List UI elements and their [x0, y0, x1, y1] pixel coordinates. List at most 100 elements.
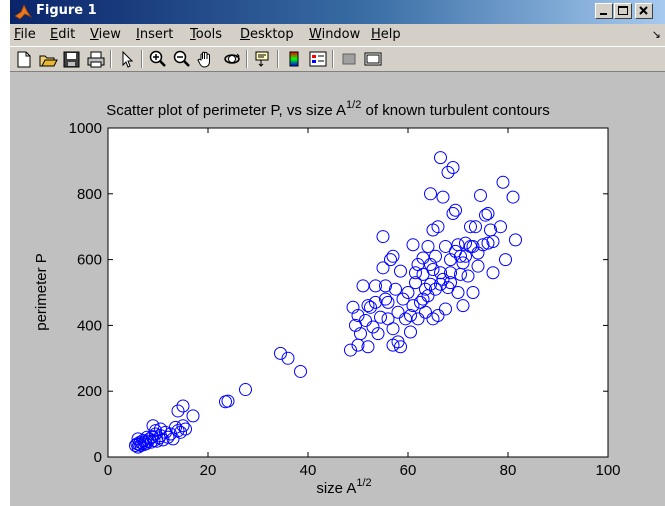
scatter-point: [479, 208, 492, 222]
scatter-point: [361, 340, 375, 354]
open-file-icon[interactable]: [37, 49, 59, 69]
scatter-point: [386, 322, 400, 336]
scatter-point: [471, 246, 485, 260]
scatter-point: [374, 310, 387, 324]
scatter-point: [239, 383, 252, 397]
arrow-icon[interactable]: ↘: [651, 29, 661, 41]
scatter-point: [481, 236, 495, 250]
axes-frame: [107, 127, 609, 458]
figure-canvas: Scatter plot of perimeter P, vs size A1/…: [10, 72, 665, 506]
scatter-point: [461, 269, 475, 283]
scatter-point: [149, 424, 162, 438]
menu-help[interactable]: Help: [371, 27, 401, 42]
menu-edit[interactable]: Edit: [50, 27, 76, 42]
new-figure-icon[interactable]: [13, 49, 35, 69]
scatter-point: [454, 249, 467, 263]
y-tick-label: 600: [77, 252, 102, 269]
toolbar-separator: [332, 50, 334, 68]
scatter-point: [401, 286, 415, 299]
menu-tools[interactable]: Tools: [190, 27, 223, 42]
scatter-point: [344, 343, 357, 357]
scatter-point: [381, 295, 395, 309]
scatter-point: [466, 239, 480, 253]
scatter-point: [406, 238, 420, 252]
scatter-point: [371, 327, 385, 341]
scatter-point: [429, 249, 442, 263]
menu-window[interactable]: Window: [309, 27, 361, 42]
scatter-point: [419, 282, 432, 296]
menu-file[interactable]: File: [14, 27, 36, 42]
minimize-button[interactable]: [595, 3, 613, 19]
maximize-button[interactable]: [614, 3, 632, 19]
menu-bar: File Edit View Insert Tools Desktop Wind…: [10, 24, 665, 46]
show-plot-tools-icon[interactable]: [362, 49, 384, 69]
scatter-plot[interactable]: Scatter plot of perimeter P, vs size A1/…: [10, 72, 665, 506]
rotate-3d-icon[interactable]: [221, 49, 243, 69]
scatter-point: [404, 325, 417, 339]
figure-toolbar: [10, 46, 665, 72]
scatter-point: [416, 251, 430, 265]
scatter-point: [464, 220, 477, 234]
x-tick-label: 20: [200, 462, 217, 479]
y-tick-label: 1000: [69, 120, 102, 137]
menu-view[interactable]: View: [90, 27, 121, 42]
scatter-point: [459, 249, 472, 263]
scatter-point: [369, 279, 382, 293]
axes-box: [107, 127, 609, 458]
hide-plot-tools-icon[interactable]: [338, 49, 360, 69]
scatter-point: [466, 286, 480, 299]
scatter-point: [351, 309, 365, 323]
save-icon[interactable]: [61, 49, 83, 69]
figure-window: Figure 1 File Edit View Insert Tools Des…: [10, 0, 665, 506]
scatter-point: [444, 266, 457, 280]
scatter-point: [281, 351, 295, 365]
scatter-point: [176, 399, 190, 413]
scatter-point: [221, 394, 235, 408]
scatter-point: [379, 292, 392, 306]
scatter-point: [496, 175, 510, 189]
scatter-point: [494, 220, 507, 234]
zoom-in-icon[interactable]: [147, 49, 169, 69]
minimize-icon: [600, 13, 607, 15]
scatter-point: [351, 338, 365, 352]
edit-plot-arrow-icon[interactable]: [116, 49, 138, 69]
y-axis-label: perimeter P: [33, 253, 50, 331]
close-button[interactable]: [635, 3, 653, 19]
chart-title: Scatter plot of perimeter P, vs size A1/…: [106, 99, 550, 119]
scatter-point: [429, 282, 442, 296]
pan-hand-icon[interactable]: [195, 49, 217, 69]
x-axis: 0 20 40 60 80 100: [104, 128, 621, 479]
scatter-point: [416, 292, 430, 306]
scatter-point: [364, 300, 377, 314]
scatter-point: [179, 422, 192, 436]
scatter-point: [499, 253, 512, 267]
scatter-point: [434, 151, 447, 165]
scatter-point: [426, 312, 440, 326]
scatter-point: [274, 346, 287, 360]
scatter-point: [444, 276, 457, 290]
colorbar-icon[interactable]: [283, 49, 305, 69]
scatter-point: [391, 335, 405, 349]
scatter-point: [394, 264, 407, 278]
scatter-point: [481, 207, 495, 221]
menu-desktop[interactable]: Desktop: [240, 27, 294, 42]
zoom-out-icon[interactable]: [171, 49, 193, 69]
scatter-point: [424, 187, 437, 201]
legend-icon[interactable]: [307, 49, 329, 69]
scatter-point: [409, 276, 422, 290]
scatter-point: [456, 256, 470, 270]
scatter-point: [386, 249, 400, 263]
y-tick-label: 0: [94, 449, 102, 466]
scatter-point: [509, 233, 522, 247]
close-icon: [639, 6, 648, 15]
data-cursor-icon[interactable]: [252, 49, 274, 69]
scatter-point: [446, 207, 460, 221]
menu-insert[interactable]: Insert: [136, 27, 174, 42]
y-tick-label: 800: [77, 186, 102, 203]
print-icon[interactable]: [85, 49, 107, 69]
scatter-point: [421, 239, 435, 253]
x-tick-label: 0: [104, 462, 112, 479]
toolbar-separator: [246, 50, 248, 68]
x-tick-label: 100: [595, 462, 620, 479]
scatter-point: [441, 165, 455, 179]
